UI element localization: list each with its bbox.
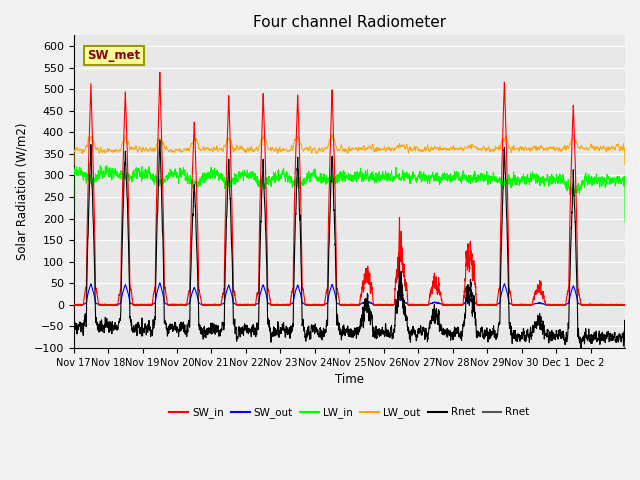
Legend: SW_in, SW_out, LW_in, LW_out, Rnet, Rnet: SW_in, SW_out, LW_in, LW_out, Rnet, Rnet — [165, 403, 534, 422]
Y-axis label: Solar Radiation (W/m2): Solar Radiation (W/m2) — [15, 123, 28, 260]
Text: SW_met: SW_met — [88, 49, 141, 62]
X-axis label: Time: Time — [335, 373, 364, 386]
Title: Four channel Radiometer: Four channel Radiometer — [253, 15, 446, 30]
